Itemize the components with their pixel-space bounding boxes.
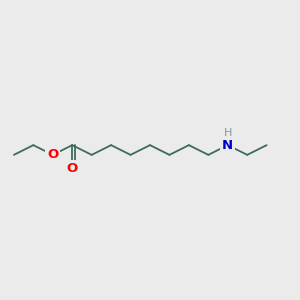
Text: H: H — [224, 128, 232, 137]
Text: N: N — [222, 139, 233, 152]
Text: O: O — [67, 162, 78, 175]
Text: O: O — [47, 148, 58, 161]
